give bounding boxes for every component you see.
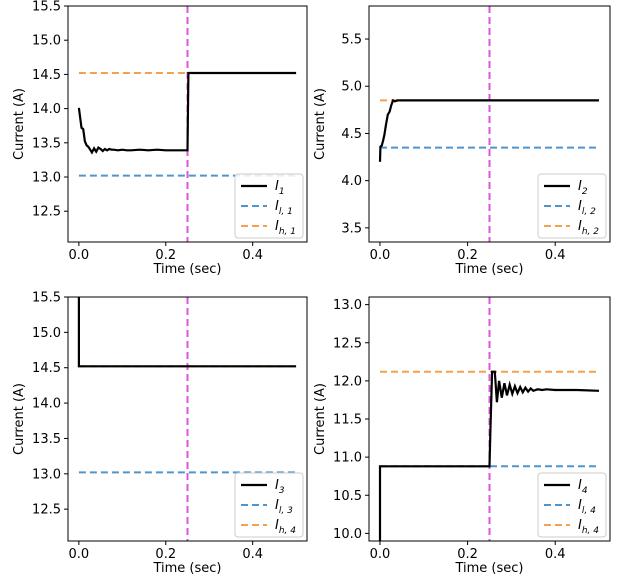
legend-box [234,472,304,538]
legend-label-subscript: h, 2 [582,227,599,237]
legend-label: I4 [578,478,588,496]
y-tick-label: 15.5 [32,0,61,15]
y-tick-label: 12.5 [333,336,362,351]
y-axis-label: Current (A) [313,88,328,160]
legend-box [234,173,304,239]
x-tick-label: 0.0 [370,547,391,562]
x-tick-label: 0.0 [69,547,90,562]
legend-label-subscript: 4 [582,486,588,496]
y-tick-label: 12.5 [32,503,61,518]
legend-label: I1 [275,179,285,197]
x-axis-label: Time (sec) [454,561,523,576]
y-tick-label: 12.5 [32,205,61,220]
legend-label-subscript: h, 4 [279,526,296,536]
x-tick-label: 0.4 [545,547,566,562]
y-tick-label: 5.0 [341,80,362,95]
y-axis-label: Current (A) [12,88,27,160]
axes-frame [368,5,611,243]
legend-label-subscript: 1 [279,187,285,197]
y-tick-label: 13.0 [333,298,362,313]
y-tick-label: 14.0 [32,397,61,412]
y-tick-label: 14.0 [32,102,61,117]
subplot-1: 0.0 0.2 0.4 12.5 13.0 13.5 14.0 14.5 15.0 15.5 Tim… [12,0,308,277]
y-tick-label: 4.5 [341,127,362,142]
x-tick-label: 0.2 [457,547,478,562]
x-tick-label: 0.2 [457,248,478,263]
subplot-3: 0.0 0.2 0.4 12.5 13.0 13.5 14.0 14.5 15.0 15.5 Tim… [12,291,308,576]
legend-label-subscript: l, 4 [582,506,596,516]
legend-label-subscript: h, 1 [279,227,296,237]
y-tick-label: 14.5 [32,68,61,83]
y-tick-label: 15.0 [32,34,61,49]
y-tick-label: 10.0 [333,527,362,542]
y-axis-label: Current (A) [313,383,328,455]
y-tick-label: 15.5 [32,291,61,306]
y-tick-label: 11.5 [333,413,362,428]
x-tick-label: 0.2 [155,248,176,263]
y-tick-label: 13.5 [32,432,61,447]
series-line-current [378,98,599,162]
series-line-current [378,370,600,541]
legend-label-subscript: l, 3 [279,506,293,516]
legend-label-subscript: l, 1 [279,207,293,217]
subplot-4: 0.0 0.2 0.4 10.0 10.5 11.0 11.5 12.0 12.5 13.0 Tim… [313,296,611,576]
x-tick-label: 0.4 [545,248,566,263]
subplot-2: 0.0 0.2 0.4 3.5 4.0 4.5 5.0 5.5 Time (sec) Curren… [313,5,611,277]
y-tick-label: 4.0 [341,174,362,189]
y-tick-label: 3.5 [341,221,362,236]
x-axis-label: Time (sec) [152,262,221,277]
legend-label-subscript: 3 [279,486,285,496]
y-tick-label: 13.0 [32,171,61,186]
x-axis-label: Time (sec) [152,561,221,576]
plot-lines [77,297,297,541]
legend-box [537,472,607,538]
legend-label: I3 [275,478,285,496]
y-tick-label: 12.0 [333,374,362,389]
legend-box [537,173,607,239]
y-axis-label: Current (A) [12,383,27,455]
y-tick-label: 13.5 [32,136,61,151]
x-axis-label: Time (sec) [454,262,523,277]
y-tick-label: 5.5 [341,33,362,48]
legend-label-subscript: 2 [582,187,588,197]
plot-lines [378,297,600,541]
x-tick-label: 0.0 [370,248,391,263]
x-tick-label: 0.2 [155,547,176,562]
x-tick-label: 0.4 [242,248,263,263]
y-tick-label: 14.5 [32,361,61,376]
series-line-current [77,297,297,368]
legend-label: I2 [578,179,588,197]
axes-frame [67,5,308,243]
axes-frame [67,296,308,542]
y-tick-label: 13.0 [32,467,61,482]
y-tick-label: 10.5 [333,489,362,504]
legend-label-subscript: l, 2 [582,207,596,217]
series-line-current [77,71,297,155]
y-tick-label: 15.0 [32,326,61,341]
legend-label-subscript: h, 4 [582,526,599,536]
x-tick-label: 0.0 [69,248,90,263]
plot-lines [378,6,599,242]
x-tick-label: 0.4 [242,547,263,562]
y-tick-label: 11.0 [333,451,362,466]
